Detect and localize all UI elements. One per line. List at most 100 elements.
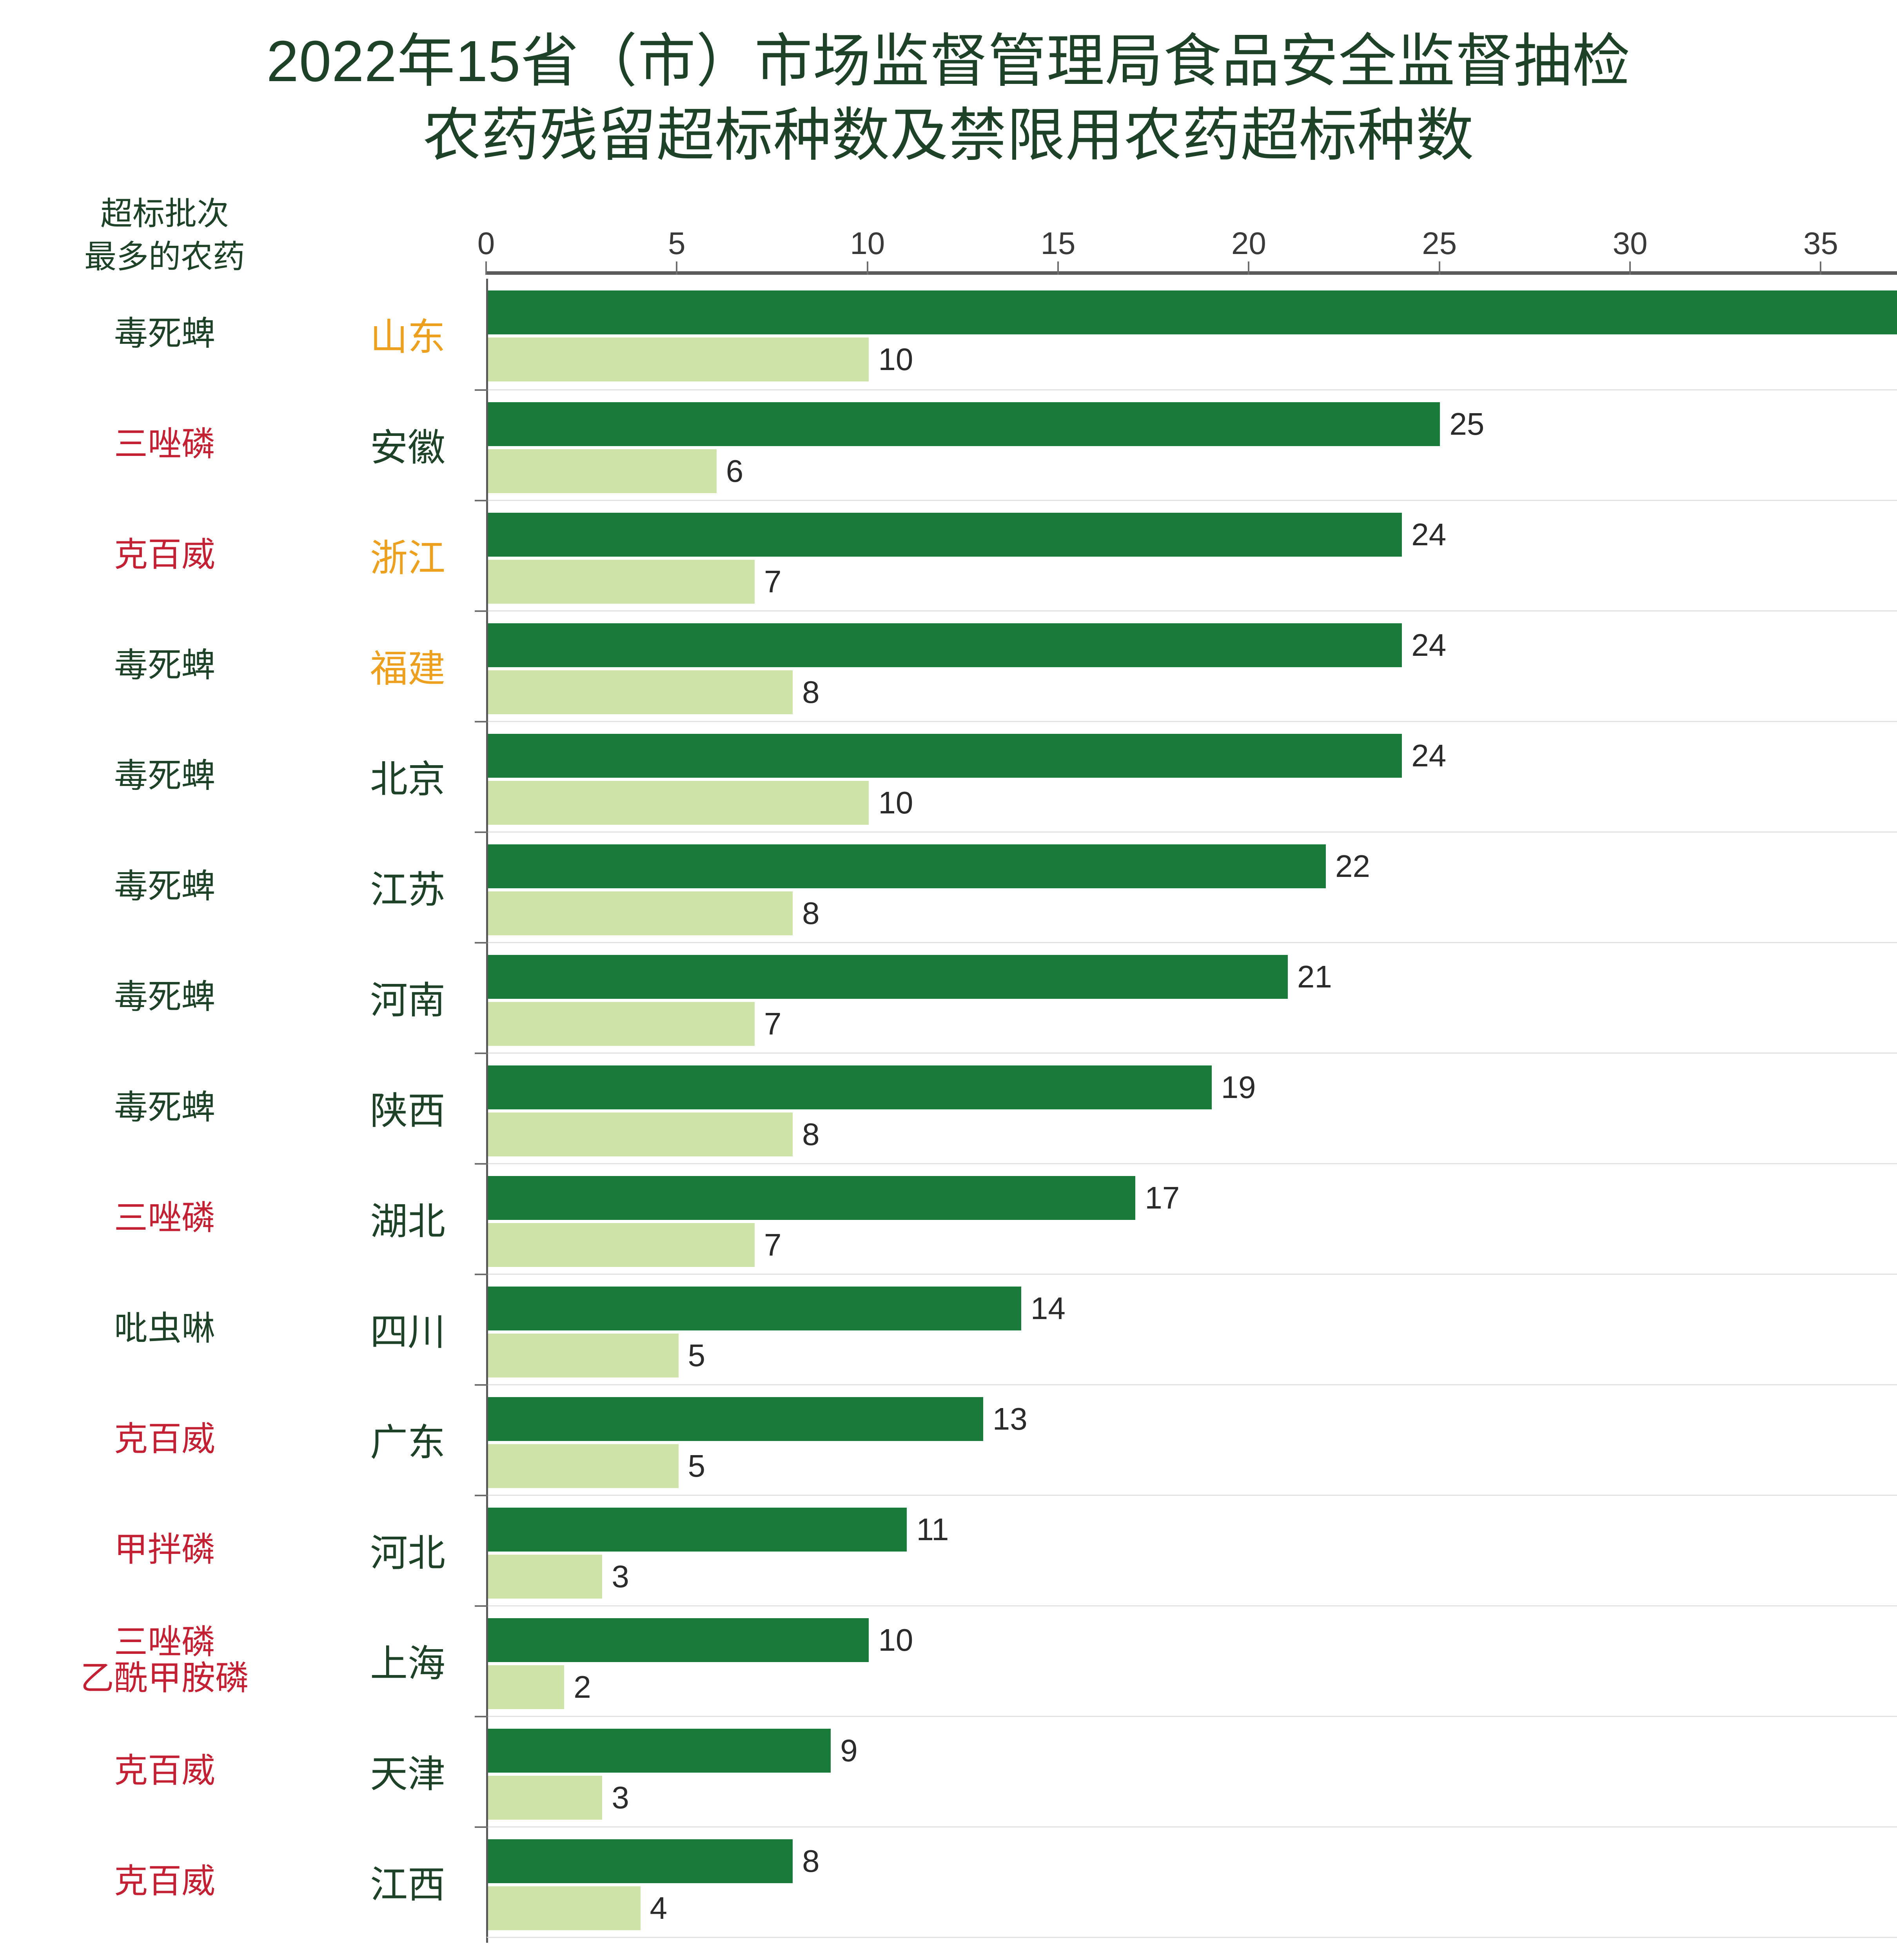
- row-pesticide-label: 三唑磷: [0, 1163, 329, 1274]
- x-axis-tick-label: 35: [1803, 225, 1838, 261]
- bar-exceed[interactable]: [488, 1839, 793, 1883]
- bar-restricted[interactable]: [488, 337, 869, 381]
- x-axis-tick-mark: [485, 261, 487, 275]
- bar-exceed[interactable]: [488, 1065, 1212, 1109]
- bar-restricted[interactable]: [488, 449, 717, 493]
- pesticide-column-header: 超标批次 最多的农药: [0, 184, 329, 279]
- bar-restricted[interactable]: [488, 559, 755, 604]
- table-row: 25 6: [475, 389, 1897, 500]
- bar-restricted-value: 8: [802, 674, 820, 710]
- row-province-label: 天津: [370, 1753, 445, 1796]
- x-axis: 0 5 10 15 20 25 30 35: [477, 184, 1897, 275]
- pesticide-name: 克百威: [114, 536, 215, 574]
- row-province-label: 浙江: [370, 537, 445, 580]
- y-axis-tick-mark: [475, 942, 488, 944]
- y-axis-tick-mark: [475, 1052, 488, 1054]
- bar-restricted-value: 5: [688, 1448, 706, 1483]
- bar-exceed[interactable]: [488, 402, 1440, 446]
- pesticide-name: 毒死蜱: [114, 1089, 215, 1127]
- bar-exceed[interactable]: [488, 1286, 1021, 1330]
- table-row: 3710: [486, 278, 1897, 389]
- bar-restricted[interactable]: [488, 1112, 793, 1156]
- x-axis-tick-label: 0: [477, 225, 495, 261]
- x-axis-tick-mark: [1820, 261, 1822, 275]
- pesticide-name: 毒死蜱: [114, 315, 215, 353]
- bar-exceed[interactable]: [488, 1176, 1136, 1220]
- bar-restricted-value: 10: [878, 341, 913, 377]
- bar-exceed[interactable]: [488, 1397, 983, 1441]
- pesticide-name: 甲拌磷: [114, 1531, 215, 1569]
- bar-restricted[interactable]: [488, 1223, 755, 1267]
- bar-restricted[interactable]: [488, 1444, 679, 1488]
- pesticide-name: 毒死蜱: [114, 646, 215, 684]
- bar-restricted-value: 10: [878, 785, 913, 820]
- x-axis-tick-mark: [866, 261, 868, 275]
- axis-bottom-spacer: [0, 1937, 329, 1943]
- row-pesticide-label: 吡虫啉: [0, 1274, 329, 1384]
- pesticide-name: 毒死蜱: [114, 757, 215, 795]
- row-pesticide-label: 毒死蜱: [0, 610, 329, 721]
- pesticide-name: 毒死蜱: [114, 978, 215, 1016]
- pesticide-name: 三唑磷: [114, 1623, 215, 1661]
- x-axis-tick-mark: [676, 261, 678, 275]
- bar-exceed[interactable]: [488, 512, 1402, 557]
- table-row: 11 3: [475, 1494, 1897, 1605]
- bar-exceed-value: 21: [1297, 959, 1332, 994]
- row-pesticide-label: 三唑磷: [0, 389, 329, 500]
- pesticide-name: 克百威: [114, 1752, 215, 1790]
- bar-exceed-value: 11: [916, 1512, 949, 1547]
- x-axis-tick-mark: [1057, 261, 1059, 275]
- bar-exceed-value: 24: [1411, 517, 1447, 552]
- bar-restricted[interactable]: [488, 1886, 641, 1930]
- bar-restricted-value: 6: [726, 453, 744, 488]
- bar-restricted-value: 3: [612, 1559, 629, 1594]
- y-axis-tick-mark: [475, 1163, 488, 1165]
- table-row: 14 5: [475, 1273, 1897, 1384]
- bar-restricted[interactable]: [488, 670, 793, 714]
- x-axis-tick-label: 15: [1040, 225, 1076, 261]
- row-pesticide-label: 甲拌磷: [0, 1495, 329, 1605]
- row-pesticide-label: 克百威: [0, 1826, 329, 1937]
- bar-exceed[interactable]: [488, 955, 1288, 999]
- row-province-label: 江苏: [370, 869, 445, 911]
- row-province-label: 河南: [370, 980, 445, 1022]
- bar-restricted[interactable]: [488, 891, 793, 935]
- bar-exceed[interactable]: [488, 1618, 869, 1662]
- pesticide-column-header-line-2: 最多的农药: [84, 239, 245, 275]
- table-row: 10 2: [475, 1605, 1897, 1716]
- x-axis-tick-label: 5: [668, 225, 686, 261]
- bar-restricted[interactable]: [488, 1665, 565, 1709]
- row-pesticide-label: 毒死蜱: [0, 831, 329, 942]
- x-axis-tick-label: 30: [1612, 225, 1648, 261]
- bar-exceed-value: 24: [1411, 738, 1447, 773]
- y-axis-tick-mark: [475, 1826, 488, 1828]
- row-pesticide-label: 毒死蜱: [0, 279, 329, 389]
- y-axis-tick-mark: [475, 389, 488, 391]
- table-row: 21 7: [475, 942, 1897, 1053]
- pesticide-name: 吡虫啉: [114, 1310, 215, 1348]
- x-axis-tick-mark: [1438, 261, 1440, 275]
- bar-exceed[interactable]: [488, 623, 1402, 667]
- bar-exceed-value: 22: [1335, 848, 1370, 884]
- bar-restricted-value: 7: [764, 1227, 782, 1262]
- bar-exceed[interactable]: [488, 1507, 907, 1552]
- y-axis-tick-mark: [475, 1605, 488, 1607]
- bar-restricted[interactable]: [488, 1333, 679, 1377]
- bar-restricted[interactable]: [488, 1775, 603, 1820]
- bar-exceed[interactable]: [488, 844, 1326, 888]
- bar-exceed-value: 9: [840, 1733, 858, 1768]
- row-pesticide-label: 毒死蜱: [0, 1053, 329, 1163]
- pesticide-name: 克百威: [114, 1862, 215, 1900]
- table-row: 19 8: [475, 1052, 1897, 1163]
- bar-exceed-value: 17: [1145, 1180, 1180, 1215]
- bar-exceed[interactable]: [488, 1728, 831, 1773]
- row-province-label: 河北: [370, 1532, 445, 1575]
- bar-restricted[interactable]: [488, 780, 869, 825]
- row-pesticide-label: 毒死蜱: [0, 721, 329, 831]
- bar-exceed[interactable]: [488, 290, 1897, 334]
- bar-exceed[interactable]: [488, 733, 1402, 778]
- bar-restricted[interactable]: [488, 1002, 755, 1046]
- bar-exceed-value: 14: [1030, 1290, 1066, 1326]
- province-column-header-spacer: [329, 184, 486, 279]
- bar-restricted[interactable]: [488, 1554, 603, 1599]
